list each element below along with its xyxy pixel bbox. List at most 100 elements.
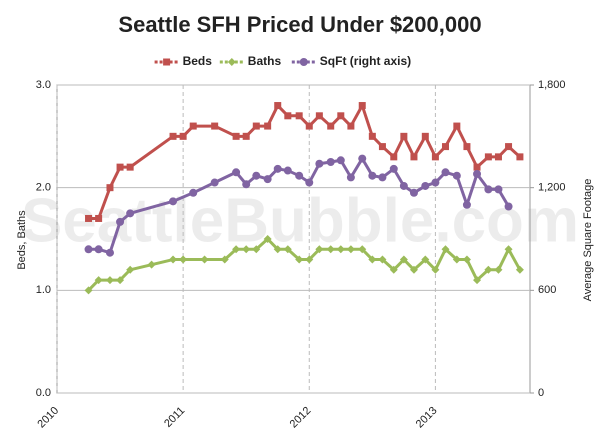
marker bbox=[106, 184, 114, 192]
marker bbox=[116, 276, 125, 285]
marker bbox=[326, 245, 335, 254]
marker bbox=[421, 255, 430, 264]
marker bbox=[504, 245, 513, 254]
marker bbox=[494, 153, 502, 161]
marker bbox=[315, 112, 323, 120]
marker bbox=[389, 164, 398, 173]
marker bbox=[368, 171, 377, 180]
marker bbox=[378, 173, 387, 182]
marker bbox=[431, 153, 439, 161]
y-axis-label: Beds, Baths bbox=[16, 210, 28, 270]
marker bbox=[431, 265, 440, 274]
marker bbox=[295, 112, 303, 120]
marker bbox=[494, 265, 503, 274]
legend-label: Baths bbox=[248, 54, 282, 68]
marker bbox=[242, 245, 251, 254]
marker bbox=[463, 143, 471, 151]
marker bbox=[473, 163, 481, 171]
marker bbox=[169, 132, 177, 140]
marker bbox=[452, 255, 461, 264]
y-tick-label: 1.0 bbox=[36, 284, 51, 296]
marker bbox=[409, 188, 418, 197]
marker bbox=[399, 181, 408, 190]
y2-tick-label: 600 bbox=[538, 284, 556, 296]
marker bbox=[399, 255, 408, 264]
marker bbox=[315, 245, 324, 254]
marker bbox=[85, 214, 93, 222]
chart-title: Seattle SFH Priced Under $200,000 bbox=[118, 12, 481, 37]
y-tick-label: 3.0 bbox=[36, 79, 51, 91]
marker bbox=[126, 209, 135, 218]
marker bbox=[358, 102, 366, 110]
marker bbox=[232, 132, 240, 140]
marker bbox=[126, 163, 134, 171]
marker bbox=[410, 153, 418, 161]
marker bbox=[505, 143, 513, 151]
marker bbox=[147, 260, 156, 269]
marker bbox=[305, 122, 313, 130]
marker bbox=[441, 245, 450, 254]
marker bbox=[189, 188, 198, 197]
y2-tick-label: 1,800 bbox=[538, 79, 566, 91]
marker bbox=[326, 158, 335, 166]
marker bbox=[126, 265, 135, 274]
marker bbox=[484, 265, 493, 274]
marker bbox=[242, 132, 250, 140]
marker bbox=[273, 245, 282, 254]
marker bbox=[263, 175, 272, 184]
legend-marker bbox=[227, 58, 236, 66]
marker bbox=[283, 245, 292, 254]
marker bbox=[252, 122, 260, 130]
marker bbox=[295, 171, 304, 180]
marker bbox=[284, 112, 292, 120]
marker bbox=[453, 122, 461, 130]
y2-axis-label: Average Square Footage bbox=[582, 179, 594, 302]
marker bbox=[473, 276, 482, 285]
marker bbox=[368, 132, 376, 140]
marker bbox=[116, 163, 124, 171]
marker bbox=[336, 245, 345, 254]
marker bbox=[274, 102, 282, 110]
y2-tick-label: 1,200 bbox=[538, 182, 566, 194]
marker bbox=[389, 265, 398, 274]
y2-tick-label: 0 bbox=[538, 387, 544, 399]
marker bbox=[473, 169, 482, 178]
marker bbox=[200, 255, 209, 264]
watermark: SeattleBubble.com bbox=[21, 186, 579, 255]
marker bbox=[336, 156, 345, 165]
legend-label: SqFt (right axis) bbox=[320, 54, 411, 68]
marker bbox=[283, 166, 292, 175]
marker bbox=[368, 255, 377, 264]
marker bbox=[390, 153, 398, 161]
marker bbox=[504, 202, 513, 211]
marker bbox=[211, 122, 219, 130]
marker bbox=[358, 245, 367, 254]
marker bbox=[378, 255, 387, 264]
marker bbox=[484, 185, 493, 194]
marker bbox=[462, 255, 471, 264]
marker bbox=[378, 143, 386, 151]
marker bbox=[409, 265, 418, 274]
legend-marker bbox=[163, 58, 171, 66]
marker bbox=[346, 245, 355, 254]
marker bbox=[179, 132, 187, 140]
marker bbox=[242, 180, 251, 189]
marker bbox=[346, 173, 355, 182]
marker bbox=[337, 112, 345, 120]
marker bbox=[252, 245, 261, 254]
marker bbox=[169, 255, 178, 264]
y-tick-label: 0.0 bbox=[36, 387, 51, 399]
marker bbox=[220, 255, 229, 264]
marker bbox=[441, 168, 450, 177]
legend-marker bbox=[299, 58, 308, 66]
marker bbox=[105, 276, 114, 285]
marker bbox=[305, 178, 314, 187]
marker bbox=[264, 122, 272, 130]
marker bbox=[494, 185, 503, 194]
marker bbox=[232, 168, 241, 177]
marker bbox=[347, 122, 355, 130]
marker bbox=[400, 132, 408, 140]
marker bbox=[484, 153, 492, 161]
marker bbox=[179, 255, 188, 264]
